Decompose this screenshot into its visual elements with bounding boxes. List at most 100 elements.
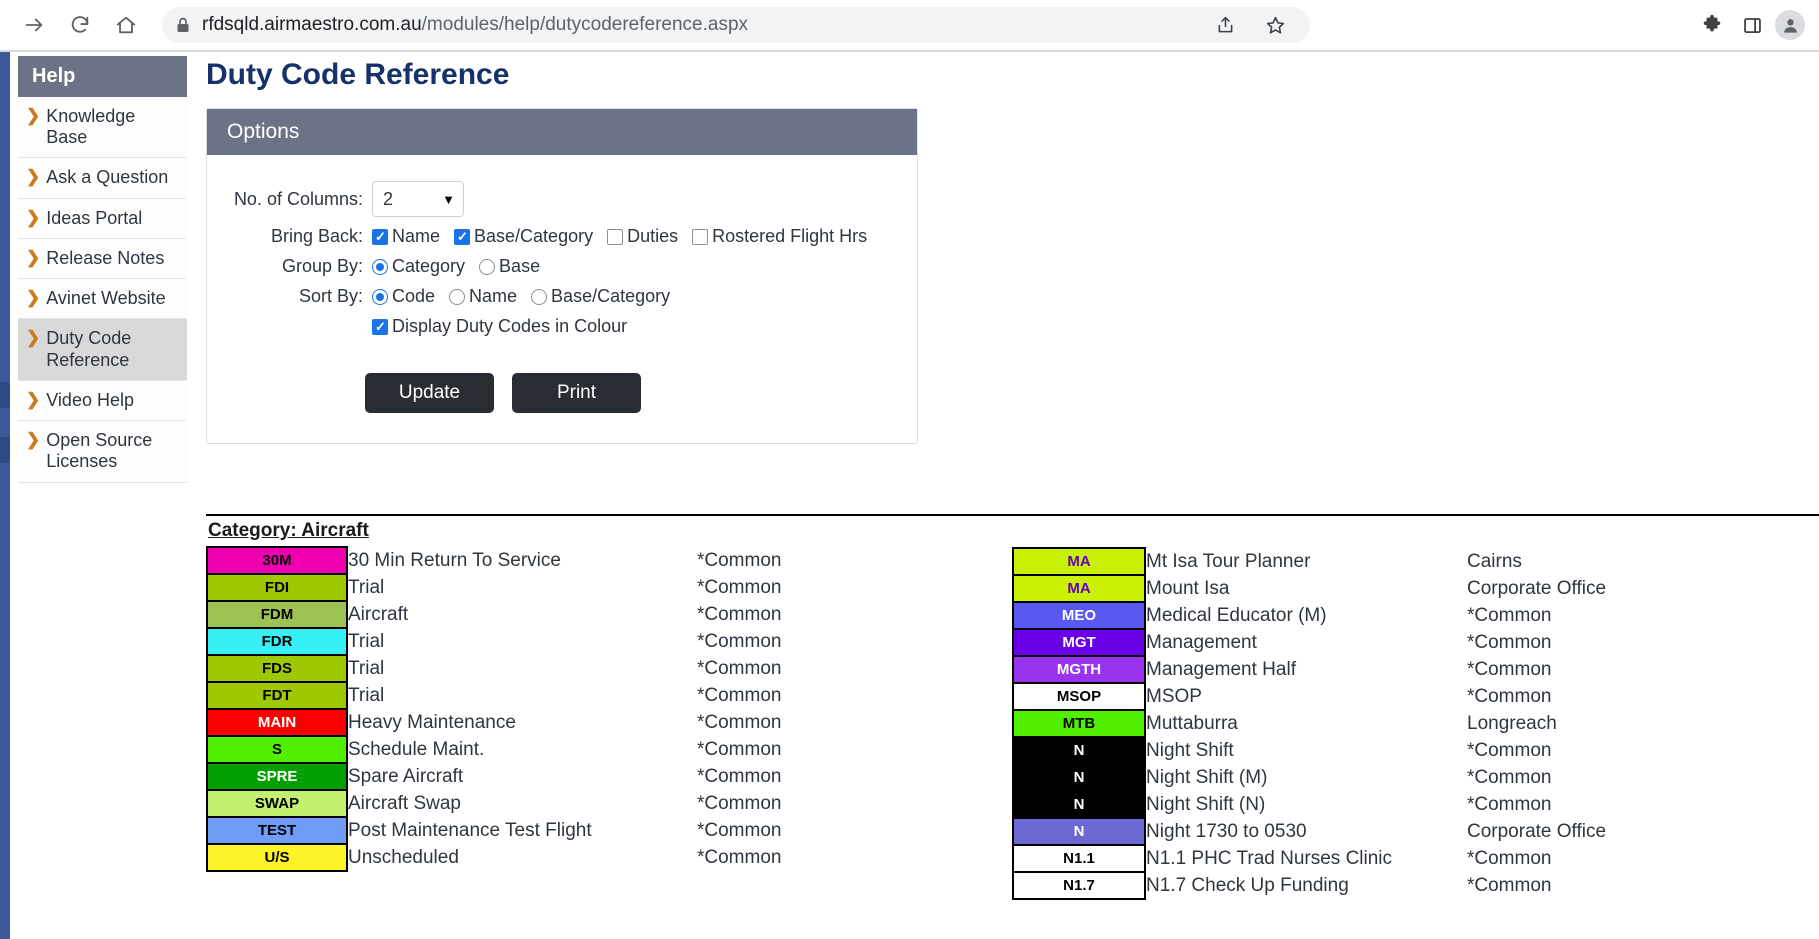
bring-back-row: Bring Back: Name Base/Category Duties [207,226,917,247]
update-button[interactable]: Update [365,373,494,413]
forward-arrow-icon[interactable] [14,5,54,45]
table-row: FDS Trial *Common [206,654,1013,683]
duty-code-badge: MSOP [1012,682,1146,711]
group-by-category-option[interactable]: Category [372,256,465,277]
address-bar[interactable]: rfdsqld.airmaestro.com.au/modules/help/d… [162,7,1310,43]
sidebar-item-label: Open Source Licenses [46,430,153,472]
print-button[interactable]: Print [512,373,641,413]
bring-back-name-label: Name [392,226,441,246]
sidebar-item-release-notes[interactable]: ❯ Release Notes [18,238,187,280]
sidebar-item-knowledge-base[interactable]: ❯ Knowledge Base [18,97,187,159]
duty-code-name: Unscheduled [348,846,459,868]
sidebar-item-ideas-portal[interactable]: ❯ Ideas Portal [18,198,187,239]
checkbox-rostered-flight-hrs[interactable] [692,228,709,245]
table-row: MAIN Heavy Maintenance *Common [206,708,1013,737]
sidebar-item-label: Duty Code Reference [46,328,132,370]
duty-code-badge: FDR [206,627,348,656]
duty-code-base: *Common [697,630,782,652]
sidebar-title: Help [18,56,187,97]
bring-back-rostered-flight-hrs-option[interactable]: Rostered Flight Hrs [692,226,867,247]
home-icon[interactable] [106,5,146,45]
duty-code-badge: FDT [206,681,348,710]
duty-code-badge: N [1012,817,1146,846]
duty-code-base: *Common [1467,847,1552,869]
radio-group-by-base[interactable] [479,258,496,275]
group-by-base-option[interactable]: Base [479,256,540,277]
bring-back-name-option[interactable]: Name [372,226,440,247]
reload-icon[interactable] [60,5,100,45]
checkbox-duties[interactable] [607,228,624,245]
duty-code-name: Trial [348,684,385,706]
sidebar-item-avinet-website[interactable]: ❯ Avinet Website [18,279,187,320]
duty-code-name: N1.1 PHC Trad Nurses Clinic [1146,847,1393,869]
duty-code-base: Corporate Office [1467,577,1607,599]
duty-code-badge: FDS [206,654,348,683]
side-panel-icon[interactable] [1735,8,1769,42]
columns-select[interactable]: 2 ▼ [372,181,464,217]
sidebar-item-label: Avinet Website [46,288,166,309]
results-column-left: Category: Aircraft 30M 30 Min Return To S… [206,516,1012,900]
rail-tab-lower[interactable] [0,437,10,463]
duty-code-base: *Common [697,711,782,733]
duty-code-name: Medical Educator (M) [1146,604,1327,626]
category-heading: Category: Aircraft [208,520,369,541]
table-row: U/S Unscheduled *Common [206,843,1013,872]
radio-sort-by-code[interactable] [372,288,388,305]
star-icon[interactable] [1258,8,1292,42]
display-colour-option[interactable]: Display Duty Codes in Colour [372,316,627,337]
duty-code-base: *Common [1467,604,1552,626]
url-host: rfdsqld.airmaestro.com.au [202,14,422,35]
duty-code-base: *Common [1467,685,1552,707]
page-body: Help ❯ Knowledge Base ❯ Ask a Question ❯… [0,52,1819,939]
table-row: FDR Trial *Common [206,627,1013,656]
duty-code-badge: 30M [206,546,348,575]
duty-code-badge: S [206,735,348,764]
table-row: 30M 30 Min Return To Service *Common [206,546,1013,575]
puzzle-icon[interactable] [1695,8,1729,42]
chevron-right-icon: ❯ [26,167,41,187]
checkbox-name[interactable] [372,228,388,245]
sort-by-name-option[interactable]: Name [449,286,517,307]
duty-code-badge: MGTH [1012,655,1146,684]
duty-code-base: *Common [1467,874,1552,896]
sort-by-base-category-option[interactable]: Base/Category [531,286,670,307]
table-row: MSOP MSOP *Common [1012,682,1819,711]
sidebar-item-ask-a-question[interactable]: ❯ Ask a Question [18,158,187,199]
bring-back-duties-option[interactable]: Duties [607,226,678,247]
bring-back-base-category-option[interactable]: Base/Category [454,226,593,247]
sidebar-item-video-help[interactable]: ❯ Video Help [18,380,187,422]
table-row: N Night 1730 to 0530 Corporate Office [1012,817,1819,846]
duty-code-name: Night Shift [1146,739,1234,761]
checkbox-display-colour[interactable] [372,318,388,335]
options-panel: Options No. of Columns: 2 ▼ Bring Back: … [206,108,918,444]
duty-code-base: *Common [697,792,782,814]
duty-code-badge: MGT [1012,628,1146,657]
sort-by-code-option[interactable]: Code [372,286,435,307]
radio-sort-by-base-category[interactable] [531,288,548,305]
duty-code-name: Night Shift (M) [1146,766,1268,788]
duty-code-name: Mount Isa [1146,577,1230,599]
rail-tab-upper[interactable] [0,382,10,408]
duty-code-badge: N1.7 [1012,871,1146,900]
share-icon[interactable] [1208,8,1242,42]
group-by-category-label: Category [392,256,466,276]
radio-sort-by-name[interactable] [449,288,466,305]
duty-code-name: Trial [348,630,385,652]
duty-code-name: Management [1146,631,1257,653]
sidebar-item-duty-code-reference[interactable]: ❯ Duty Code Reference [18,319,187,381]
duty-code-badge: N1.1 [1012,844,1146,873]
duty-code-name: 30 Min Return To Service [348,549,561,571]
checkbox-base-category[interactable] [454,228,471,245]
radio-group-by-category[interactable] [372,258,388,275]
duty-code-name: Mt Isa Tour Planner [1146,550,1311,572]
duty-code-base: *Common [697,738,782,760]
table-row: FDI Trial *Common [206,573,1013,602]
sidebar-item-open-source-licenses[interactable]: ❯ Open Source Licenses [18,421,187,483]
columns-value: 2 [383,188,394,209]
sort-by-row: Sort By: Code Name Base/Category [207,286,917,307]
table-row: N Night Shift (M) *Common [1012,763,1819,792]
profile-avatar-icon[interactable] [1775,10,1805,40]
duty-code-base: *Common [697,684,782,706]
duty-code-name: Trial [348,657,385,679]
options-buttons: Update Print [207,373,917,413]
